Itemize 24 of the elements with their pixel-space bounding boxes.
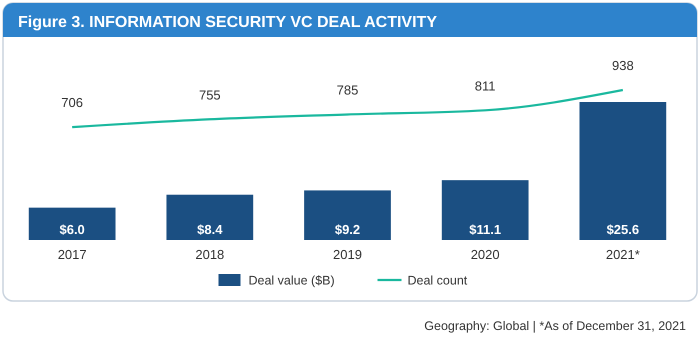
data-label: $25.6: [606, 222, 640, 237]
data-label: 755: [198, 87, 221, 102]
chart-title: Figure 3. INFORMATION SECURITY VC DEAL ACTIVITY: [18, 14, 438, 31]
x-tick-label: 2021*: [606, 247, 640, 262]
data-label: $6.0: [59, 222, 85, 237]
x-tick-label: 2019: [333, 247, 362, 262]
data-label: 938: [612, 58, 634, 73]
bar: [442, 180, 529, 240]
bar: [579, 102, 666, 240]
x-tick-label: 2020: [470, 247, 500, 262]
data-label: $9.2: [334, 222, 360, 237]
x-tick-label: 2018: [195, 247, 224, 262]
bar: [304, 190, 391, 240]
bar: [28, 208, 116, 240]
data-label: $8.4: [197, 222, 224, 237]
x-tick-label: 2017: [58, 247, 87, 262]
data-label: 706: [61, 95, 83, 110]
data-label: 811: [474, 78, 496, 94]
bar: [166, 194, 254, 240]
legend-label: Deal value ($B): [248, 274, 335, 288]
text: Geography: Global | *As of December 31, 2021: [424, 319, 686, 333]
legend-label: Deal count: [408, 274, 468, 288]
data-label: 785: [336, 82, 358, 98]
data-label: $11.1: [469, 222, 502, 237]
